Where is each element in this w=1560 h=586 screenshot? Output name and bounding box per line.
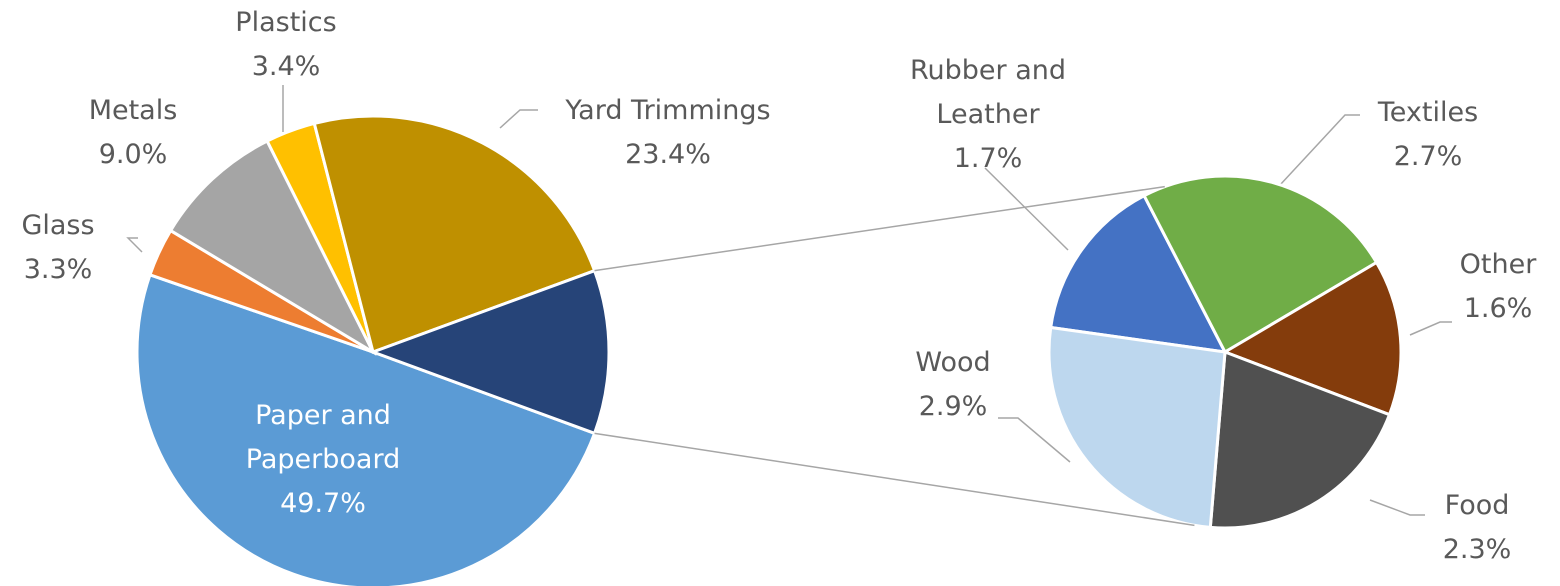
category-label: Food: [1444, 490, 1510, 521]
pie-slice: [1142, 174, 1379, 355]
leader-line: [1409, 321, 1452, 336]
pie-slice: [135, 272, 597, 586]
data-label: Glass 3.3%: [0, 204, 118, 292]
category-label: Wood: [915, 347, 991, 378]
pie-slice: [1047, 325, 1227, 530]
value-label: 2.9%: [918, 391, 988, 422]
data-label: Paper and Paperboard 49.7%: [223, 394, 423, 526]
data-label: Textiles 2.7%: [1343, 91, 1513, 179]
connector-line: [594, 185, 1165, 272]
category-label: Plastics: [235, 7, 337, 38]
value-label: 2.7%: [1393, 141, 1463, 172]
category-label: Other: [1459, 249, 1537, 280]
connector-line: [594, 432, 1195, 527]
pie-slice: [1221, 260, 1403, 417]
value-label: 3.3%: [23, 254, 93, 285]
leader-line: [126, 237, 143, 253]
value-label: 1.7%: [953, 143, 1023, 174]
value-label: 9.0%: [98, 139, 168, 170]
leader-line: [1369, 499, 1425, 516]
leader-line: [1279, 114, 1360, 186]
data-label: Metals 9.0%: [63, 89, 203, 177]
leader-line: [984, 167, 1069, 251]
data-label: Rubber and Leather 1.7%: [901, 49, 1076, 181]
value-label: 49.7%: [280, 488, 366, 519]
category-label: Textiles: [1377, 97, 1479, 128]
data-label: Food 2.3%: [1417, 484, 1537, 572]
data-label: Yard Trimmings 23.4%: [503, 89, 833, 177]
category-label: Glass: [21, 210, 95, 241]
value-label: 3.4%: [251, 51, 321, 82]
data-label: Plastics 3.4%: [206, 1, 366, 89]
data-label: Wood 2.9%: [888, 341, 1018, 429]
leader-line: [499, 109, 538, 129]
leader-line: [998, 417, 1071, 463]
pie-slice: [1208, 349, 1392, 530]
value-label: 2.3%: [1442, 534, 1512, 565]
leader-lines: [126, 85, 1452, 516]
category-label: Rubber and Leather: [909, 55, 1067, 130]
value-label: 23.4%: [625, 139, 711, 170]
pie-slice: [168, 139, 377, 356]
category-label: Paper and Paperboard: [245, 400, 401, 475]
category-label: Metals: [88, 95, 178, 126]
pie-slice: [1049, 193, 1228, 354]
category-label: Yard Trimmings: [565, 95, 771, 126]
pie-slice: [368, 268, 611, 436]
pie-slice: [312, 114, 597, 354]
data-label: Other 1.6%: [1438, 243, 1558, 331]
value-label: 1.6%: [1463, 293, 1533, 324]
